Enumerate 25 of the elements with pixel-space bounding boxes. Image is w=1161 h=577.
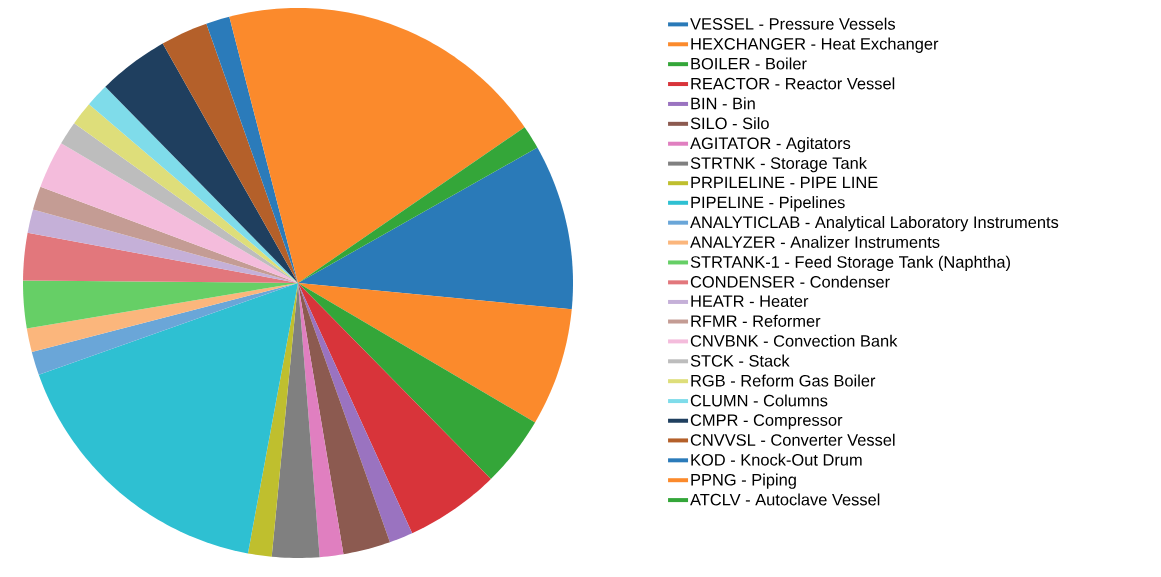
legend-label: CMPR - Compressor <box>690 414 843 430</box>
legend-label: PRPILELINE - PIPE LINE <box>691 176 878 189</box>
legend-label: PPNG - Piping <box>691 473 796 489</box>
legend-label: ANALYTICLAB - Analytical Laboratory Instruments <box>690 215 1059 232</box>
legend-label: CNVVSL - Converter Vessel <box>690 433 895 446</box>
legend-label: STCK - Stack <box>690 354 790 367</box>
legend-label: KOD - Knock-Out Drum <box>691 453 862 466</box>
legend-label: RGB - Reform Gas Boiler <box>691 374 876 387</box>
legend-label: ATCLV - Autoclave Vessel <box>690 493 880 506</box>
legend-label: ANALYZER - Analizer Instruments <box>690 235 940 248</box>
legend-label: CONDENSER - Condenser <box>690 275 890 288</box>
legend-label: HEXCHANGER - Heat Exchanger <box>691 37 939 53</box>
legend-label: CNVBNK - Convection Bank <box>690 334 898 347</box>
legend-label: CLUMN - Columns <box>690 394 828 407</box>
legend-label: REACTOR - Reactor Vessel <box>691 77 895 90</box>
legend-label: VESSEL - Pressure Vessels <box>690 17 896 30</box>
legend-label: PIPELINE - Pipelines <box>691 196 845 212</box>
legend-label: HEATR - Heater <box>691 295 809 308</box>
legend-label: STRTANK-1 - Feed Storage Tank (Naphtha) <box>690 255 1010 272</box>
legend-label: AGITATOR - Agitators <box>690 137 851 153</box>
legend-label: RFMR - Reformer <box>691 314 821 327</box>
legend-label: BIN - Bin <box>691 97 755 110</box>
legend-label: STRTNK - Storage Tank <box>690 156 867 173</box>
legend-label: BOILER - Boiler <box>691 57 807 70</box>
legend-label: SILO - Silo <box>690 117 769 130</box>
